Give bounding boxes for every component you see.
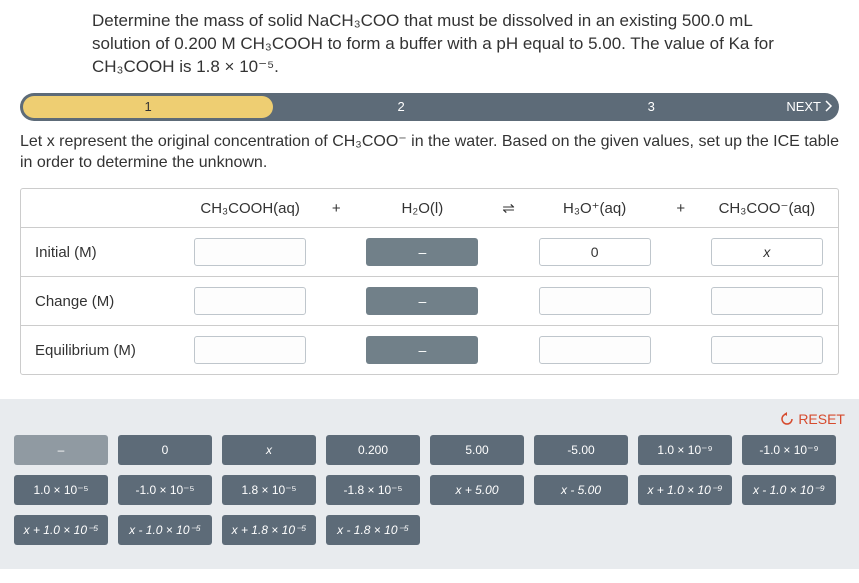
progress-bar: 1 2 3 NEXT xyxy=(20,93,839,121)
option-tile[interactable]: x xyxy=(222,435,316,465)
change-cell-4[interactable] xyxy=(711,287,823,315)
option-tile[interactable]: 0.200 xyxy=(326,435,420,465)
change-row: Change (M) – xyxy=(21,276,838,325)
equation-header-row: CH₃COOH(aq) + H₂O(l) ⇌ H₃O⁺(aq) + CH₃COO… xyxy=(21,189,838,227)
next-button[interactable]: NEXT xyxy=(776,93,839,121)
progress-step-2[interactable]: 2 xyxy=(276,93,526,121)
option-tile[interactable]: 5.00 xyxy=(430,435,524,465)
option-tile[interactable]: x + 1.0 × 10⁻⁵ xyxy=(14,515,108,545)
option-tile[interactable]: 0 xyxy=(118,435,212,465)
plus-1: + xyxy=(321,200,351,217)
species-3: H₃O⁺(aq) xyxy=(524,199,666,217)
instruction-text: Let x represent the original concentrati… xyxy=(20,131,839,174)
reset-label: RESET xyxy=(798,411,845,427)
option-tile[interactable]: x - 1.0 × 10⁻⁵ xyxy=(118,515,212,545)
option-tile[interactable]: 1.8 × 10⁻⁵ xyxy=(222,475,316,505)
option-tile[interactable]: -1.0 × 10⁻⁹ xyxy=(742,435,836,465)
change-label: Change (M) xyxy=(21,293,179,310)
option-tile[interactable]: -1.8 × 10⁻⁵ xyxy=(326,475,420,505)
options-row-3: x + 1.0 × 10⁻⁵ x - 1.0 × 10⁻⁵ x + 1.8 × … xyxy=(14,515,845,545)
equilibrium-cell-2: – xyxy=(366,336,478,364)
equilibrium-row: Equilibrium (M) – xyxy=(21,325,838,374)
progress-step-3[interactable]: 3 xyxy=(526,93,776,121)
initial-label: Initial (M) xyxy=(21,244,179,261)
option-tile[interactable]: -1.0 × 10⁻⁵ xyxy=(118,475,212,505)
next-label: NEXT xyxy=(786,99,821,114)
initial-cell-1[interactable] xyxy=(194,238,306,266)
option-tile[interactable]: x - 5.00 xyxy=(534,475,628,505)
chevron-right-icon xyxy=(825,100,833,112)
change-cell-2: – xyxy=(366,287,478,315)
option-tile[interactable]: – xyxy=(14,435,108,465)
option-tile[interactable]: 1.0 × 10⁻⁹ xyxy=(638,435,732,465)
equilibrium-arrow: ⇌ xyxy=(494,199,524,217)
initial-cell-3[interactable]: 0 xyxy=(539,238,651,266)
option-tile[interactable]: x - 1.8 × 10⁻⁵ xyxy=(326,515,420,545)
options-row-2: 1.0 × 10⁻⁵ -1.0 × 10⁻⁵ 1.8 × 10⁻⁵ -1.8 ×… xyxy=(14,475,845,505)
option-tile[interactable]: x + 1.8 × 10⁻⁵ xyxy=(222,515,316,545)
option-tile[interactable]: -5.00 xyxy=(534,435,628,465)
reset-icon xyxy=(780,412,794,426)
question-text: Determine the mass of solid NaCH₃COO tha… xyxy=(92,10,792,79)
species-1: CH₃COOH(aq) xyxy=(179,200,321,217)
option-tile[interactable]: x + 5.00 xyxy=(430,475,524,505)
equilibrium-cell-3[interactable] xyxy=(539,336,651,364)
initial-cell-2: – xyxy=(366,238,478,266)
change-cell-3[interactable] xyxy=(539,287,651,315)
options-row-1: – 0 x 0.200 5.00 -5.00 1.0 × 10⁻⁹ -1.0 ×… xyxy=(14,435,845,465)
option-tile[interactable]: 1.0 × 10⁻⁵ xyxy=(14,475,108,505)
options-panel: RESET – 0 x 0.200 5.00 -5.00 1.0 × 10⁻⁹ … xyxy=(0,399,859,569)
ice-table: CH₃COOH(aq) + H₂O(l) ⇌ H₃O⁺(aq) + CH₃COO… xyxy=(20,188,839,375)
plus-2: + xyxy=(666,200,696,217)
change-cell-1[interactable] xyxy=(194,287,306,315)
equilibrium-label: Equilibrium (M) xyxy=(21,342,179,359)
species-4: CH₃COO⁻(aq) xyxy=(696,199,838,217)
option-tile[interactable]: x + 1.0 × 10⁻⁹ xyxy=(638,475,732,505)
option-tile[interactable]: x - 1.0 × 10⁻⁹ xyxy=(742,475,836,505)
equilibrium-cell-1[interactable] xyxy=(194,336,306,364)
progress-step-1[interactable]: 1 xyxy=(23,96,273,118)
initial-cell-4[interactable]: x xyxy=(711,238,823,266)
equilibrium-cell-4[interactable] xyxy=(711,336,823,364)
species-2: H₂O(l) xyxy=(351,200,493,217)
reset-button[interactable]: RESET xyxy=(780,411,845,427)
initial-row: Initial (M) – 0 x xyxy=(21,227,838,276)
